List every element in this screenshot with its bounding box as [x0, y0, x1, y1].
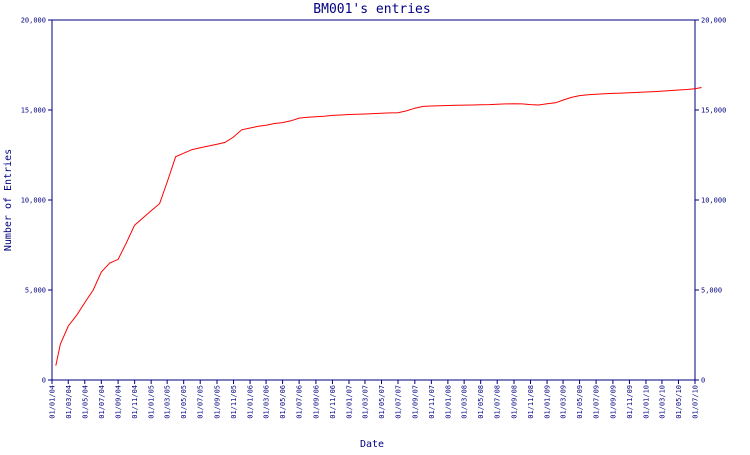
x-axis-label: Date [360, 439, 384, 450]
x-tick-label: 01/07/08 [494, 385, 502, 419]
y-axis-left: 0 5,000 10,000 15,000 20,000 [21, 17, 52, 385]
x-tick-label: 01/01/04 [49, 385, 57, 419]
y-tick-label-left: 15,000 [21, 107, 46, 115]
x-tick-label: 01/07/05 [197, 385, 205, 419]
y-tick-label-right: 20,000 [701, 17, 726, 25]
x-tick-label: 01/03/04 [65, 385, 73, 419]
x-tick-label: 01/11/06 [329, 385, 337, 419]
x-tick-label: 01/01/09 [544, 385, 552, 419]
x-tick-label: 01/05/04 [81, 385, 89, 419]
x-tick-label: 01/07/10 [692, 385, 700, 419]
x-tick-label: 01/05/05 [180, 385, 188, 419]
x-tick-label: 01/11/07 [428, 385, 436, 419]
x-tick-label: 01/01/08 [444, 385, 452, 419]
x-tick-label: 01/11/09 [626, 385, 634, 419]
x-tick-label: 01/11/08 [527, 385, 535, 419]
x-tick-label: 01/09/09 [609, 385, 617, 419]
chart-title: BM001's entries [313, 2, 430, 17]
x-tick-label: 01/03/07 [361, 385, 369, 419]
series-line [55, 87, 702, 366]
x-tick-label: 01/01/06 [247, 385, 255, 419]
y-tick-label-right: 5,000 [701, 287, 722, 295]
x-tick-label: 01/07/07 [395, 385, 403, 419]
x-tick-label: 01/01/07 [345, 385, 353, 419]
x-tick-label: 01/09/07 [411, 385, 419, 419]
y-axis-label: Number of Entries [3, 149, 14, 251]
x-tick-label: 01/05/09 [576, 385, 584, 419]
y-tick-label-right: 15,000 [701, 107, 726, 115]
x-tick-label: 01/05/10 [675, 385, 683, 419]
x-axis: 01/01/04 01/03/04 01/05/04 01/07/04 01/09/04… [49, 380, 700, 419]
x-tick-label: 01/05/08 [477, 385, 485, 419]
x-tick-label: 01/05/06 [279, 385, 287, 419]
x-tick-label: 01/03/05 [164, 385, 172, 419]
y-tick-label-left: 0 [42, 377, 46, 385]
plot-border [51, 19, 696, 381]
x-tick-label: 01/09/08 [510, 385, 518, 419]
x-tick-label: 01/03/08 [461, 385, 469, 419]
x-tick-label: 01/09/06 [312, 385, 320, 419]
x-tick-label: 01/03/06 [263, 385, 271, 419]
x-tick-label: 01/09/05 [214, 385, 222, 419]
x-tick-label: 01/11/04 [131, 385, 139, 419]
x-tick-label: 01/01/10 [642, 385, 650, 419]
x-tick-label: 01/03/09 [560, 385, 568, 419]
x-tick-label: 01/07/09 [593, 385, 601, 419]
y-tick-label-left: 20,000 [21, 17, 46, 25]
y-tick-label-left: 5,000 [25, 287, 46, 295]
y-tick-label-right: 0 [701, 377, 705, 385]
series-layer [55, 87, 702, 366]
x-tick-label: 01/09/04 [115, 385, 123, 419]
x-tick-label: 01/07/04 [98, 385, 106, 419]
y-tick-label-left: 10,000 [21, 197, 46, 205]
plot-frame [51, 19, 696, 381]
x-tick-label: 01/07/06 [296, 385, 304, 419]
x-tick-label: 01/05/07 [378, 385, 386, 419]
x-tick-label: 01/03/10 [658, 385, 666, 419]
y-tick-label-right: 10,000 [701, 197, 726, 205]
x-tick-label: 01/11/05 [230, 385, 238, 419]
y-axis-right: 0 5,000 10,000 15,000 20,000 [695, 17, 726, 385]
x-tick-label: 01/01/05 [148, 385, 156, 419]
